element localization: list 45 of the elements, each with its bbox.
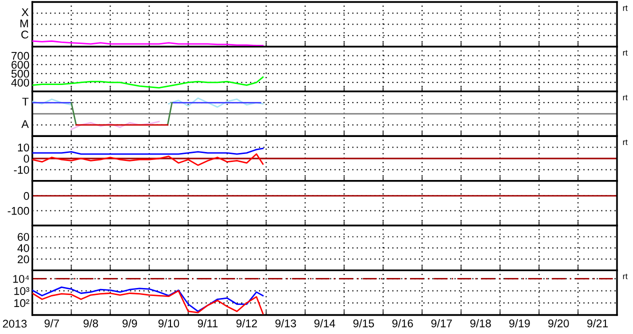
y-tick-label: -10: [14, 166, 30, 174]
y-tick-label: 10: [18, 144, 30, 152]
line-series: [32, 76, 264, 89]
x-tick-label: 9/8: [84, 319, 98, 328]
text: C: [21, 30, 28, 39]
x-tick-label: 9/16: [392, 319, 413, 328]
text: X: [22, 8, 29, 16]
x-tick-label: 9/7: [44, 319, 59, 328]
x-tick-label: 9/17: [431, 319, 452, 328]
y-tick-label: 500: [11, 70, 30, 78]
x-tick-label: 9/11: [198, 319, 218, 328]
x-tick-label: 9/10: [158, 319, 180, 328]
y-tick-label: 60: [18, 233, 30, 241]
text: T: [22, 98, 29, 106]
x-tick-label: 9/19: [509, 319, 530, 328]
text: rt: [623, 274, 628, 280]
y-tick-label: 10³: [14, 287, 30, 295]
x-tick-label: 9/12: [236, 319, 257, 328]
y-tick-label: 40: [17, 244, 30, 252]
y-tick-label: 0: [24, 154, 30, 163]
x-axis-title: 2013: [2, 320, 27, 328]
x-tick-label: 9/15: [353, 319, 374, 328]
y-tick-label: 10⁴: [13, 275, 29, 283]
y-tick-label: 10²: [14, 299, 30, 308]
y-tick-label: 600: [12, 60, 30, 69]
text: rt: [623, 5, 628, 11]
x-tick-label: 9/13: [275, 319, 296, 328]
text: rt: [623, 94, 628, 100]
text: rt: [623, 140, 628, 146]
text: M: [20, 20, 28, 28]
line-series: [32, 290, 264, 314]
x-tick-label: 9/18: [470, 319, 491, 328]
y-tick-label: 700: [12, 52, 30, 60]
x-tick-label: 9/9: [122, 319, 137, 328]
x-tick-label: 9/14: [314, 319, 336, 328]
y-tick-label: 0: [24, 192, 30, 200]
text: A: [21, 120, 29, 128]
x-tick-label: 9/20: [548, 319, 569, 328]
y-tick-label: 20: [18, 255, 30, 264]
line-series: [32, 286, 264, 312]
y-tick-label: -100: [8, 206, 30, 215]
y-tick-label: 400: [11, 78, 30, 87]
line-series: [32, 153, 264, 166]
text: rt: [623, 50, 628, 56]
x-tick-label: 9/21: [587, 319, 608, 328]
